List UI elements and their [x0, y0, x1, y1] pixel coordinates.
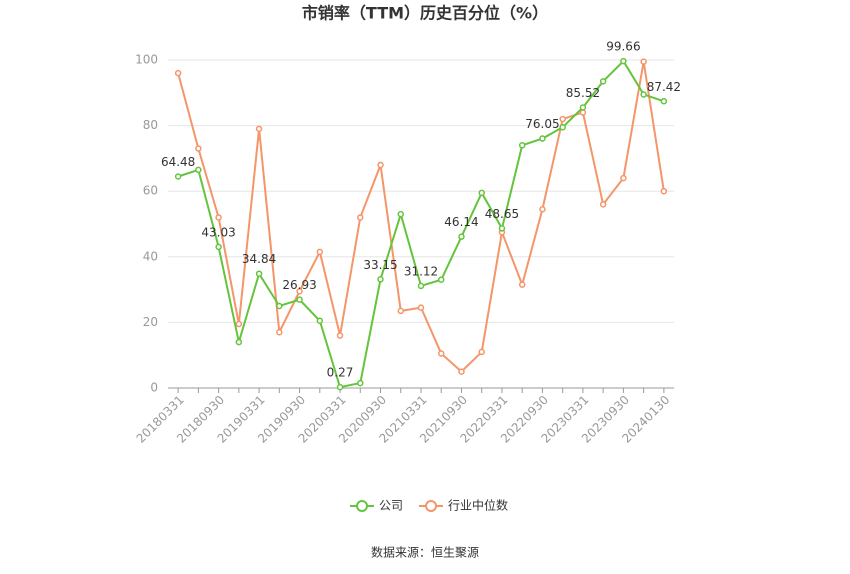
point: [316, 248, 324, 256]
line: [177, 59, 665, 389]
y-tick-label: 20: [143, 315, 158, 329]
point: [458, 368, 465, 375]
point: [276, 328, 283, 336]
line: [177, 61, 665, 373]
data-label: 31.12: [404, 264, 438, 278]
point: [357, 379, 364, 387]
point: [397, 307, 405, 315]
point: [316, 317, 324, 325]
point: [539, 135, 546, 142]
legend-marker: [356, 500, 368, 512]
chart-title: 市销率（TTM）历史百分位（%）: [302, 4, 548, 23]
point: [458, 233, 465, 240]
point: [296, 296, 303, 303]
data-label: 43.03: [201, 225, 235, 239]
point: [559, 115, 566, 123]
point: [437, 276, 445, 284]
point: [174, 173, 182, 180]
y-tick-label: 40: [143, 249, 158, 263]
point: [478, 348, 485, 356]
point: [518, 281, 526, 288]
point: [276, 302, 283, 310]
y-tick-label: 0: [150, 381, 158, 395]
point: [377, 161, 384, 169]
point: [195, 145, 202, 152]
legend-label: 行业中位数: [448, 498, 508, 513]
point: [174, 69, 182, 77]
point: [559, 123, 566, 131]
data-label: 85.52: [566, 86, 600, 100]
data-label: 26.93: [282, 278, 316, 292]
point: [397, 210, 405, 218]
point: [235, 320, 243, 328]
point: [518, 142, 526, 149]
point: [215, 243, 222, 251]
point: [255, 270, 263, 277]
point: [579, 104, 587, 111]
point: [437, 350, 445, 357]
legend-marker: [425, 500, 438, 512]
data-label: 64.48: [161, 155, 195, 169]
legend-label: 公司: [379, 499, 403, 513]
point: [357, 214, 364, 221]
point: [478, 189, 485, 197]
y-tick-label: 80: [143, 118, 158, 132]
point: [336, 332, 344, 339]
data-label: 0.27: [327, 366, 354, 380]
point: [620, 174, 627, 182]
point: [498, 225, 506, 232]
point: [640, 91, 647, 98]
point: [660, 187, 668, 195]
point: [296, 287, 303, 295]
point: [336, 383, 344, 391]
data-label: 76.05: [525, 117, 559, 131]
source: 数据来源：恒生聚源: [371, 545, 479, 560]
point: [195, 166, 202, 174]
y-tick-label: 60: [143, 184, 158, 198]
data-label: 34.84: [242, 252, 276, 266]
point: [539, 205, 546, 213]
y-tick-label: 100: [135, 53, 158, 67]
point: [377, 276, 384, 283]
point: [417, 282, 425, 290]
point: [599, 201, 607, 208]
data-label: 87.42: [647, 80, 681, 94]
point: [620, 57, 627, 65]
point: [660, 98, 668, 105]
data-label: 46.14: [444, 215, 478, 229]
point: [417, 304, 425, 311]
point: [215, 214, 222, 221]
point: [599, 78, 607, 85]
data-label: 99.66: [606, 40, 640, 54]
data-label: 33.15: [363, 258, 397, 272]
point: [640, 58, 647, 65]
data-label: 48.65: [485, 207, 519, 221]
point: [255, 125, 263, 133]
point: [235, 338, 243, 346]
